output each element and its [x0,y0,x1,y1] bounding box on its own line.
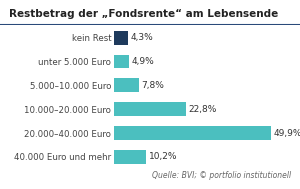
Text: 4,9%: 4,9% [132,57,155,66]
Bar [114,55,130,68]
Text: 49,9%: 49,9% [274,129,300,138]
Bar [114,102,186,116]
Bar [114,31,128,45]
Bar [114,150,146,164]
Text: Restbetrag der „Fondsrente“ am Lebensende: Restbetrag der „Fondsrente“ am Lebensend… [9,9,278,19]
Bar [114,78,139,92]
Bar [114,126,272,140]
Text: 4,3%: 4,3% [130,33,153,42]
Text: 7,8%: 7,8% [141,81,164,90]
Text: 10,2%: 10,2% [149,153,177,161]
Text: Quelle: BVI; © portfolio institutionell: Quelle: BVI; © portfolio institutionell [152,171,291,180]
Text: 22,8%: 22,8% [188,105,217,114]
